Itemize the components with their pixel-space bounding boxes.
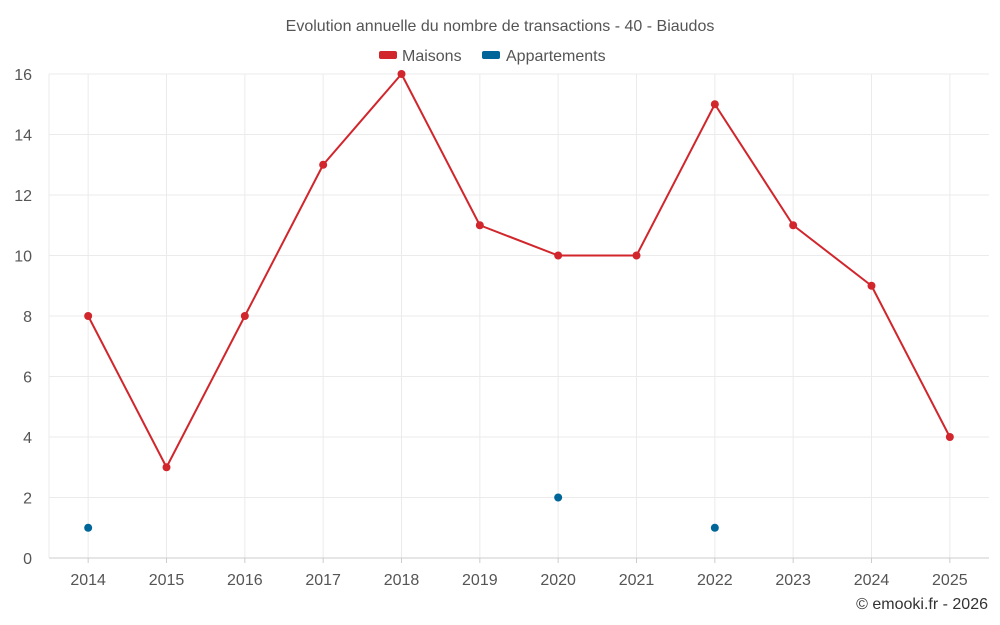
data-point-appartements[interactable]	[84, 523, 93, 532]
x-tick-label: 2020	[540, 572, 576, 589]
series-line-maisons	[87, 73, 951, 469]
data-point-maisons[interactable]	[162, 463, 171, 472]
data-point-maisons[interactable]	[945, 433, 954, 441]
axes	[48, 74, 989, 563]
y-axis-ticks: 0 2 4 6 8 10 12 14 16	[14, 67, 32, 568]
y-tick-label: 0	[23, 551, 32, 568]
x-tick-label: 2025	[932, 572, 968, 589]
x-tick-label: 2014	[70, 572, 106, 589]
x-tick-label: 2018	[384, 572, 420, 589]
data-point-maisons[interactable]	[84, 312, 93, 320]
data-point-maisons[interactable]	[554, 251, 563, 260]
y-tick-label: 10	[14, 249, 32, 266]
legend-label-maisons: Maisons	[402, 48, 462, 65]
legend-item-appartements[interactable]: Appartements	[482, 48, 606, 65]
data-point-maisons[interactable]	[475, 221, 484, 230]
data-point-maisons[interactable]	[319, 160, 328, 169]
grid	[49, 73, 989, 558]
y-tick-label: 4	[23, 430, 32, 447]
y-tick-label: 14	[14, 128, 32, 145]
y-tick-label: 8	[23, 309, 32, 326]
data-point-maisons[interactable]	[397, 70, 406, 78]
x-tick-label: 2015	[149, 572, 185, 589]
y-tick-label: 6	[23, 370, 32, 387]
x-tick-label: 2017	[305, 572, 341, 589]
data-point-maisons[interactable]	[789, 221, 798, 230]
x-tick-label: 2024	[854, 572, 890, 589]
y-tick-label: 12	[14, 188, 32, 205]
data-point-appartements[interactable]	[554, 493, 563, 502]
x-tick-label: 2016	[227, 572, 263, 589]
y-tick-label: 2	[23, 491, 32, 508]
series-appartements	[84, 493, 719, 532]
data-point-maisons[interactable]	[710, 100, 719, 109]
legend-swatch-maisons	[379, 51, 397, 59]
x-tick-label: 2022	[697, 572, 733, 589]
x-tick-label: 2019	[462, 572, 498, 589]
data-point-maisons[interactable]	[632, 251, 641, 260]
series	[84, 70, 954, 532]
legend-label-appartements: Appartements	[506, 48, 606, 65]
data-point-appartements[interactable]	[710, 523, 719, 532]
y-tick-label: 16	[14, 67, 32, 84]
x-axis-ticks: 2014 2015 2016 2017 2018 2019 2020 2021 2022 2023…	[70, 572, 967, 589]
data-point-maisons[interactable]	[867, 281, 876, 290]
x-tick-label: 2021	[619, 572, 655, 589]
data-point-maisons[interactable]	[240, 312, 249, 320]
chart-title: Evolution annuelle du nombre de transact…	[286, 18, 715, 35]
x-tick-label: 2023	[775, 572, 811, 589]
legend-swatch-appartements	[482, 51, 500, 59]
legend[interactable]: Maisons Appartements	[379, 48, 606, 65]
series-maisons	[84, 70, 954, 472]
credit-text: © emooki.fr - 2026	[856, 596, 988, 613]
legend-item-maisons[interactable]: Maisons	[379, 48, 462, 65]
